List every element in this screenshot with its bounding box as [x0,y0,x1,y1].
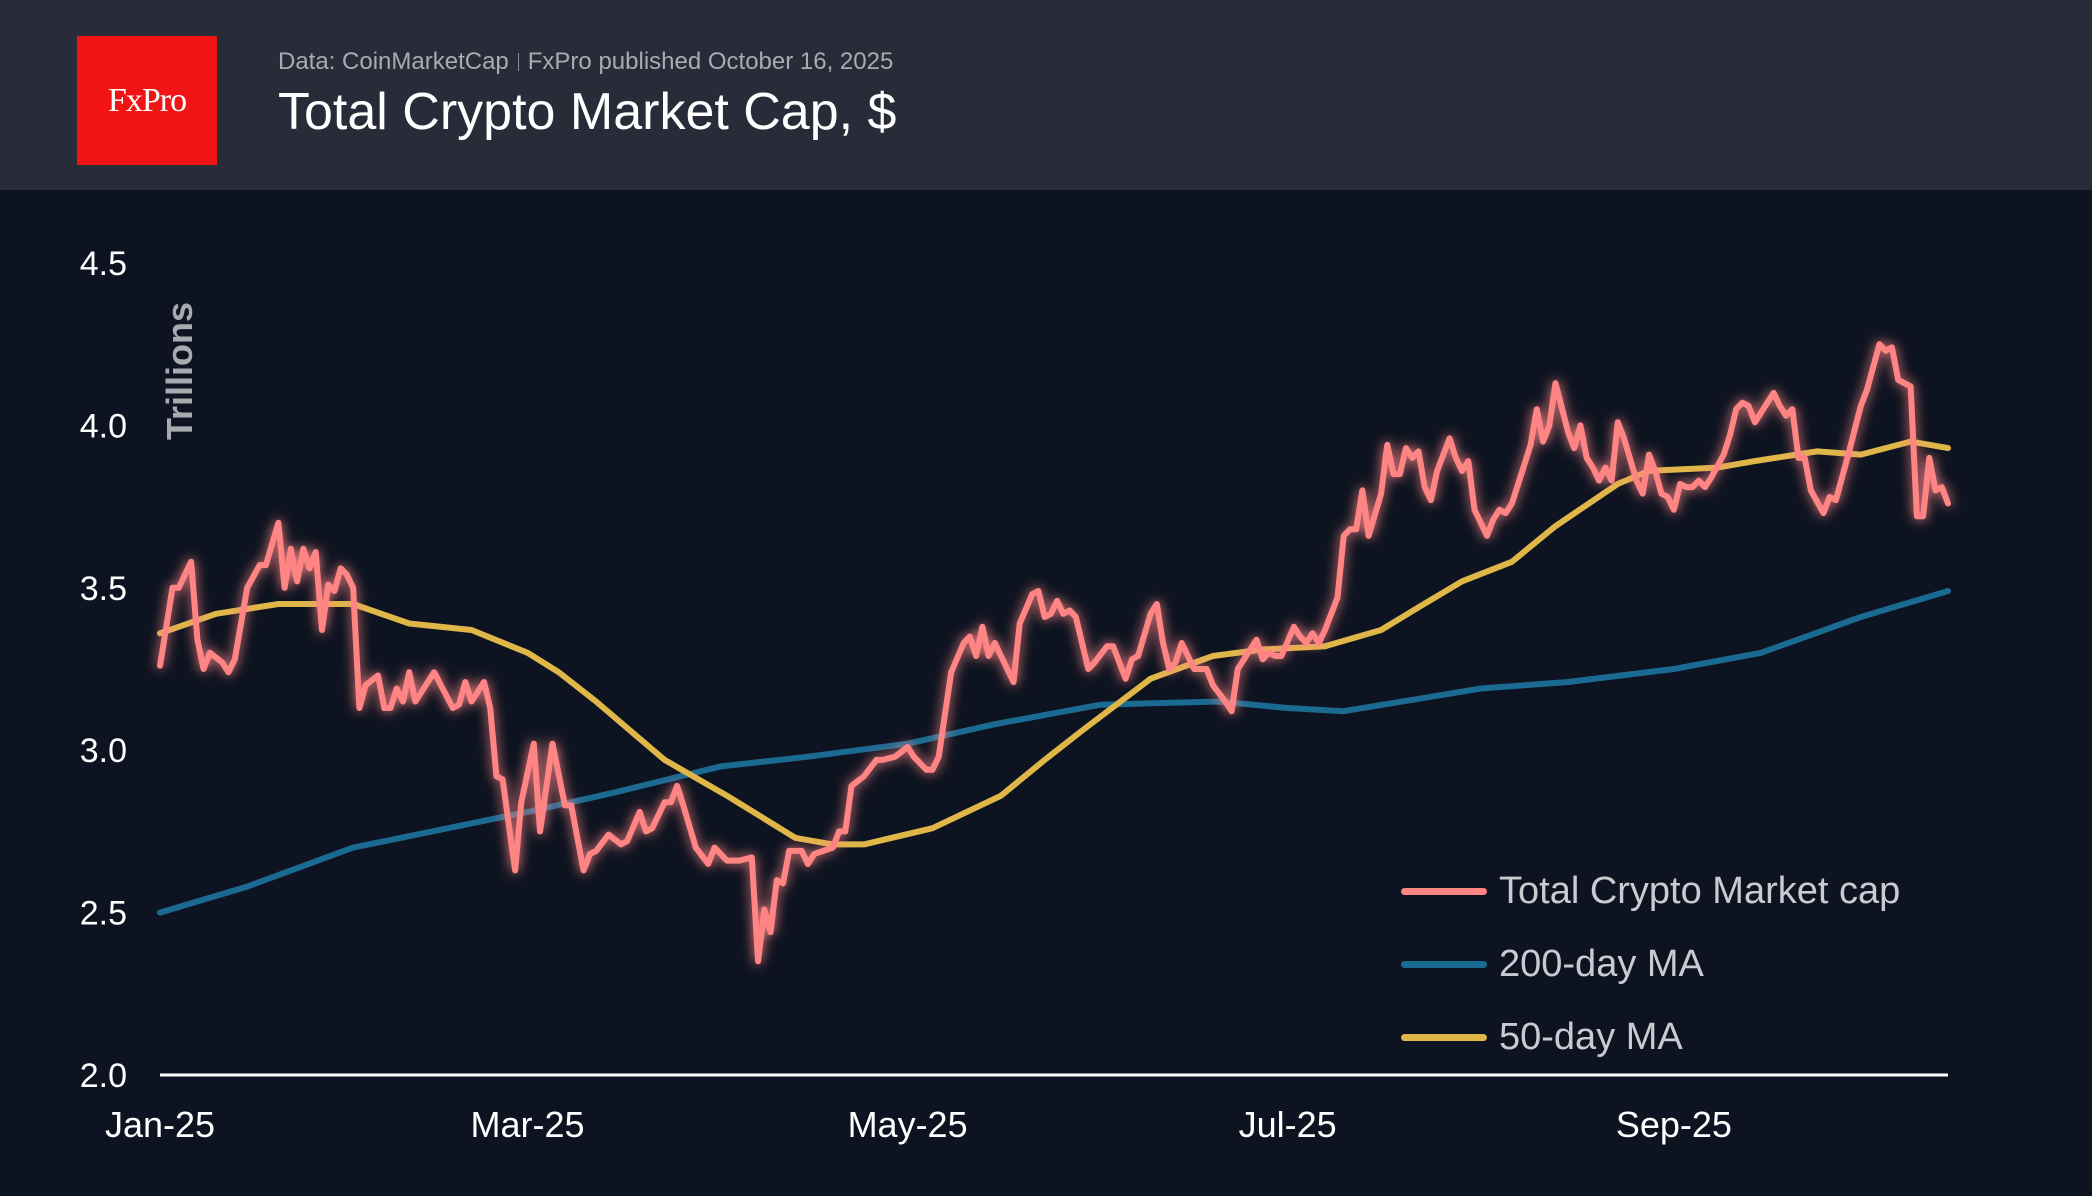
legend-label: 50-day MA [1499,1016,1683,1058]
series-line-200-day-ma [157,588,1951,916]
legend-swatch-200-day-ma [1401,961,1487,968]
legend-item-50-day-ma: 50-day MA [1401,1001,1900,1074]
x-tick-label: Jan-25 [105,1104,215,1145]
separator [517,53,519,71]
x-tick-label: Mar-25 [471,1104,585,1145]
series-line-50-day-ma [157,438,1951,848]
x-tick-label: Jul-25 [1239,1104,1337,1145]
y-tick-label: 2.0 [80,1057,127,1095]
y-tick-label: 2.5 [80,895,127,933]
legend: Total Crypto Market cap 200-day MA 50-da… [1401,855,1900,1074]
chart-subtitle: Data: CoinMarketCap FxPro published Octob… [278,48,893,76]
header-bar: FxPro Data: CoinMarketCap FxPro published… [0,0,2092,190]
x-tick-label: May-25 [848,1104,968,1145]
x-axis-ticks: Jan-25 Mar-25 May-25 Jul-25 Sep-25 [105,1104,1732,1145]
legend-label: 200-day MA [1499,943,1704,985]
fxpro-logo: FxPro [77,36,217,165]
x-tick-label: Sep-25 [1616,1104,1732,1145]
chart-title: Total Crypto Market Cap, $ [278,83,897,141]
legend-swatch-market-cap [1401,888,1487,895]
y-tick-label: 4.0 [80,407,127,445]
data-source: Data: CoinMarketCap [278,48,509,75]
legend-item-market-cap: Total Crypto Market cap [1401,855,1900,928]
series-lines [157,341,1951,965]
y-tick-label: 3.0 [80,732,127,770]
y-axis-ticks: 2.0 2.5 3.0 3.5 4.0 4.5 [80,245,127,1095]
published-date: FxPro published October 16, 2025 [527,48,894,75]
y-tick-label: 4.5 [80,245,127,283]
legend-label: Total Crypto Market cap [1499,870,1901,912]
series-line-total-crypto-market-cap [157,341,1951,965]
legend-item-200-day-ma: 200-day MA [1401,928,1900,1001]
logo-text: FxPro [107,81,187,119]
legend-swatch-50-day-ma [1401,1034,1487,1041]
y-tick-label: 3.5 [80,570,127,608]
y-axis-label: Trillions [159,302,200,440]
